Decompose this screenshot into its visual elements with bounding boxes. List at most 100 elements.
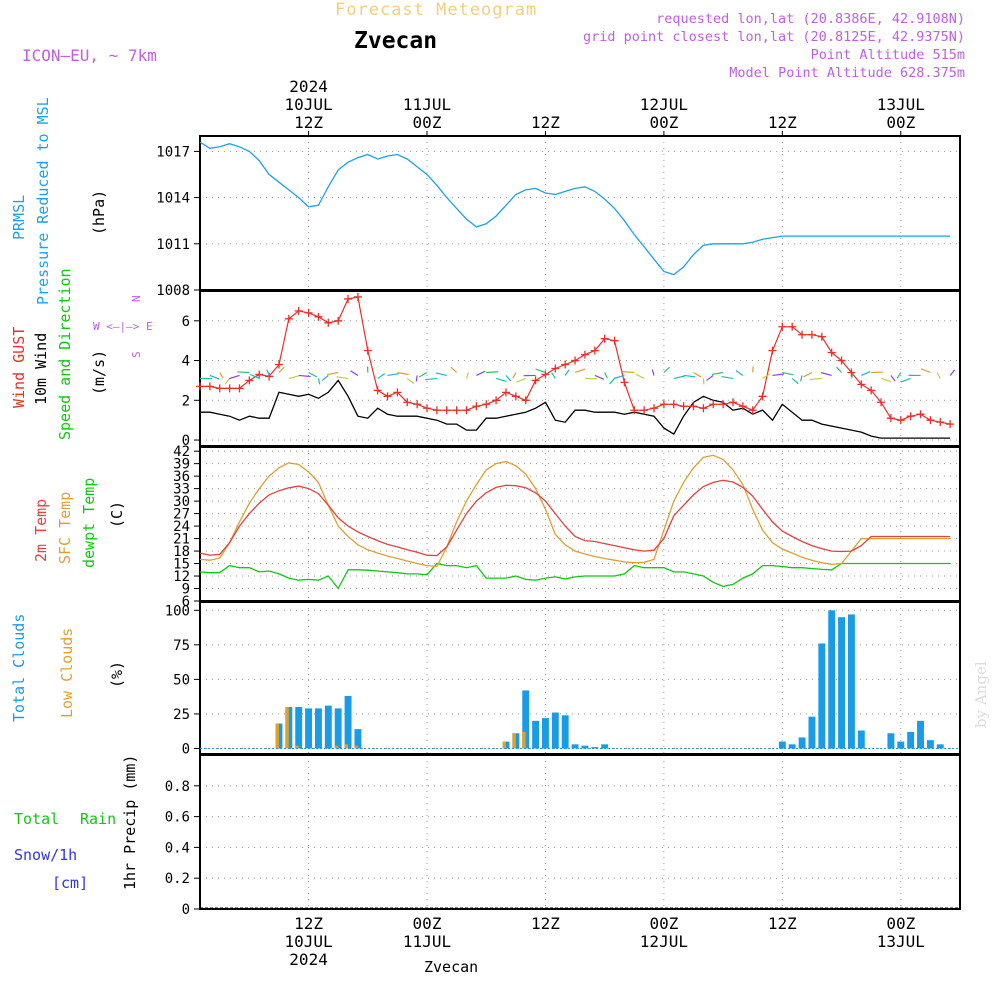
wind-direction-arrow [809, 377, 822, 380]
gust-point [630, 406, 639, 415]
precip-labels: Total Rain Snow/1h [cm] 1hr Precip (mm) [14, 755, 139, 892]
gust-point [946, 420, 955, 429]
gust-point [758, 392, 767, 401]
wind-direction-arrow [861, 370, 871, 377]
total-clouds-label: Total Clouds [10, 614, 28, 722]
top-time-label: 10JUL [284, 95, 332, 114]
gust-point [610, 336, 619, 345]
gust-point [373, 386, 382, 395]
wind-unit: (m/s) [90, 350, 108, 395]
gust-point [541, 370, 550, 379]
gust-point [916, 410, 925, 419]
gust-point [827, 348, 836, 357]
wind-direction-arrow [486, 371, 499, 374]
wind-direction-arrow [425, 377, 437, 381]
gust-point [936, 418, 945, 427]
gust-point [798, 330, 807, 339]
bottom-time-label: 00Z [886, 914, 915, 933]
wind-direction-arrow [415, 375, 418, 382]
gust-point [580, 350, 589, 359]
gust-point [571, 356, 580, 365]
wind-direction-arrow [594, 374, 605, 380]
low-cloud-bar [285, 707, 289, 749]
precip-ytick-label: 0.4 [165, 840, 190, 856]
wind-direction-arrow [465, 372, 469, 379]
gust-point [877, 398, 886, 407]
top-time-label: 12JUL [640, 95, 688, 114]
wind-direction-arrow [406, 377, 415, 384]
gust-point [561, 360, 570, 369]
wind-direction-arrow [288, 375, 300, 380]
precip-ytick-label: 0 [182, 902, 190, 918]
wind-direction-arrow [706, 374, 714, 381]
gust-point [906, 412, 915, 421]
wind-direction-arrow [435, 372, 447, 377]
top-time-label: 12Z [294, 113, 323, 132]
clouds-ytick-label: 100 [165, 603, 190, 619]
wind-direction-arrow [551, 372, 556, 379]
gust-point [482, 400, 491, 409]
gust-point [245, 376, 254, 385]
wind-direction-arrow [693, 371, 702, 378]
watermark: by Angel [972, 661, 990, 728]
wind-direction-arrow [721, 375, 734, 380]
gust-point [659, 400, 668, 409]
bottom-time-label: 00Z [649, 914, 678, 933]
total-cloud-bar [591, 747, 599, 749]
point-altitude: Point Altitude 515m [811, 47, 965, 63]
wind-direction-arrow [820, 372, 832, 377]
wind-direction-arrow [900, 377, 911, 383]
low-cloud-bar [354, 745, 358, 749]
total-cloud-bar [551, 712, 559, 749]
dewpt-line [199, 562, 951, 590]
gust-point [650, 404, 659, 413]
gust-point [748, 406, 757, 415]
wind-direction-arrow [574, 368, 586, 374]
clouds-unit: (%) [108, 661, 126, 688]
total-cloud-bar [887, 733, 895, 749]
pressure-unit: (hPa) [90, 190, 108, 235]
temp-ytick-label: 12 [173, 569, 190, 585]
wind-direction-arrow [880, 377, 892, 383]
wind-ytick-label: 4 [182, 354, 190, 370]
total-cloud-bar [917, 720, 924, 749]
wind-direction-arrow [336, 376, 349, 380]
low-clouds-label: Low Clouds [58, 628, 76, 718]
wind-labels: Wind GUST 10m Wind Speed and Direction (… [10, 268, 153, 440]
gust-point [719, 400, 728, 409]
wind-panel: 0 2 4 6 [182, 290, 961, 449]
wind-direction-arrow [735, 370, 744, 376]
gust-point [294, 306, 303, 315]
total-cloud-bar [542, 718, 549, 749]
wind-direction-arrow [495, 377, 507, 383]
temp-ytick-label: 6 [182, 594, 190, 610]
bottom-time-label: 12Z [294, 914, 323, 933]
temp-ytick-label: 36 [173, 469, 190, 485]
prmsl-desc-label: Pressure Reduced to MSL [34, 97, 52, 305]
gust-point [363, 346, 372, 355]
gust-point [492, 396, 501, 405]
pressure-labels: PRMSL Pressure Reduced to MSL (hPa) [10, 97, 108, 305]
gust-point [432, 406, 441, 415]
wind-direction-arrow [791, 377, 799, 385]
total-cloud-bar [295, 707, 303, 749]
top-time-label: 11JUL [403, 95, 451, 114]
gust-point [738, 402, 747, 411]
wind-direction-arrow [278, 366, 285, 373]
pressure-ytick-label: 1017 [156, 144, 190, 160]
wind-direction-arrow [762, 373, 771, 379]
total-cloud-bar [601, 744, 609, 749]
gust-point [353, 292, 362, 301]
wind-direction-arrow [635, 373, 645, 379]
low-cloud-bar [502, 741, 506, 749]
bottom-time-label: 12Z [531, 914, 560, 933]
gust-point [462, 406, 471, 415]
top-time-label: 00Z [886, 113, 915, 132]
dewpt-label: dewpt Temp [80, 478, 98, 568]
temp-ytick-label: 18 [173, 544, 190, 560]
total-cloud-bar [926, 740, 934, 749]
gust-point [452, 406, 461, 415]
low-cloud-bar [512, 733, 516, 749]
sfc-temp-line [199, 454, 951, 568]
